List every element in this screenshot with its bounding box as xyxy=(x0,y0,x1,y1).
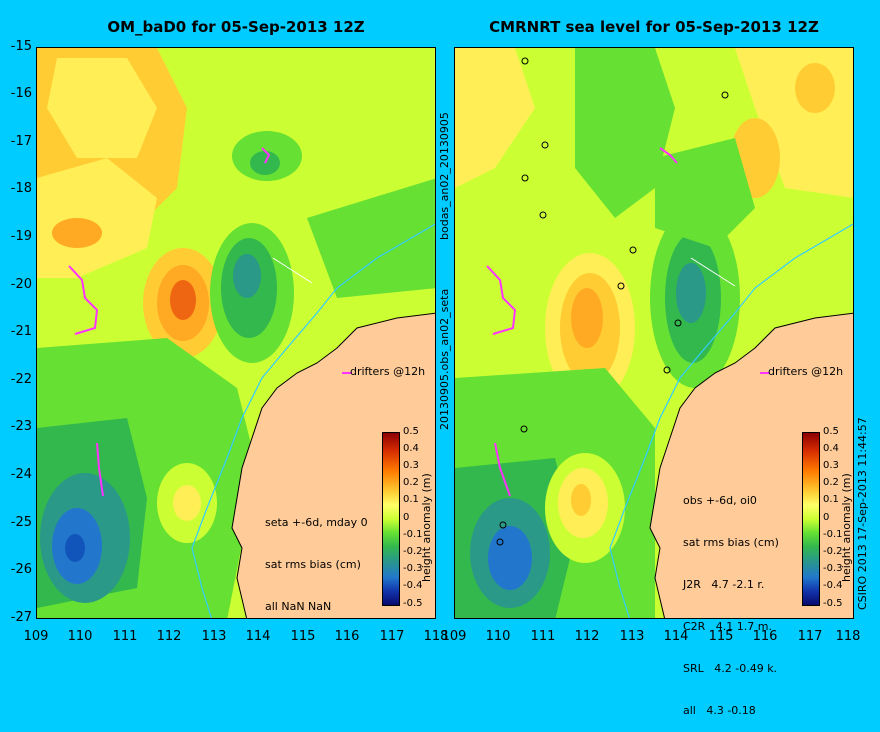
colorbar-tick: -0.2 xyxy=(823,546,843,557)
colorbar-tick: 0 xyxy=(403,512,410,523)
colorbar-tick: 0.1 xyxy=(823,494,839,505)
right-stats: obs +-6d, oi0 sat rms bias (cm) J2R 4.7 … xyxy=(683,466,779,732)
lon-tick: 112 xyxy=(156,629,182,644)
colorbar-tick: -0.4 xyxy=(823,580,843,591)
colorbar-tick: -0.4 xyxy=(403,580,423,591)
stats-line: sat rms bias (cm) xyxy=(265,558,361,571)
lon-tick: 109 xyxy=(441,629,467,644)
stats-line: all NaN NaN xyxy=(265,600,332,613)
side-text-top: bodas_an02_20130905 xyxy=(438,112,451,240)
lon-tick: 116 xyxy=(752,629,778,644)
stats-line: J2R 4.7 -2.1 r. xyxy=(683,578,765,591)
lat-tick: -24 xyxy=(10,467,32,482)
colorbar-tick: 0.5 xyxy=(403,426,419,437)
colorbar-tick: -0.3 xyxy=(823,563,843,574)
lat-tick: -20 xyxy=(10,277,32,292)
stats-line: obs +-6d, oi0 xyxy=(683,494,757,507)
lon-tick: 110 xyxy=(485,629,511,644)
colorbar-tick: 0.3 xyxy=(823,460,839,471)
lon-tick: 111 xyxy=(112,629,138,644)
colorbar-tick: -0.1 xyxy=(823,529,843,540)
left-panel-title: OM_baD0 for 05-Sep-2013 12Z xyxy=(107,18,365,36)
lat-tick: -15 xyxy=(10,39,32,54)
credit-text: CSIRO 2013 17-Sep-2013 11:44:57 xyxy=(856,417,869,610)
lat-tick: -26 xyxy=(10,562,32,577)
lon-tick: 117 xyxy=(379,629,405,644)
lat-tick: -23 xyxy=(10,419,32,434)
lat-tick: -17 xyxy=(10,134,32,149)
lon-tick: 113 xyxy=(619,629,645,644)
colorbar-left: 0.5 0.4 0.3 0.2 0.1 0 -0.1 -0.2 -0.3 -0.… xyxy=(382,426,423,609)
lon-tick: 112 xyxy=(574,629,600,644)
colorbar-tick: -0.5 xyxy=(823,598,843,609)
colorbar-tick: 0.4 xyxy=(403,443,419,454)
colorbar-right: 0.5 0.4 0.3 0.2 0.1 0 -0.1 -0.2 -0.3 -0.… xyxy=(802,426,843,609)
colorbar-tick: 0 xyxy=(823,512,830,523)
right-map-field xyxy=(455,48,853,618)
colorbar-tick: 0.4 xyxy=(823,443,839,454)
lat-tick: -25 xyxy=(10,515,32,530)
stats-line: seta +-6d, mday 0 xyxy=(265,516,368,529)
lon-tick: 114 xyxy=(663,629,689,644)
colorbar-tick: 0.5 xyxy=(823,426,839,437)
colorbar-tick: -0.5 xyxy=(403,598,423,609)
lon-tick: 115 xyxy=(290,629,316,644)
colorbar-tick: 0.2 xyxy=(823,477,839,488)
lon-tick: 118 xyxy=(835,629,861,644)
colorbar-tick: -0.2 xyxy=(403,546,423,557)
colorbar-tick: 0.1 xyxy=(403,494,419,505)
stats-line: SRL 4.2 -0.49 k. xyxy=(683,662,778,675)
right-map xyxy=(454,47,854,619)
lat-tick: -19 xyxy=(10,229,32,244)
lon-tick: 110 xyxy=(67,629,93,644)
lat-tick: -16 xyxy=(10,86,32,101)
lat-tick: -21 xyxy=(10,324,32,339)
lat-tick: -18 xyxy=(10,181,32,196)
lon-tick: 117 xyxy=(797,629,823,644)
lon-tick: 115 xyxy=(708,629,734,644)
lon-tick: 113 xyxy=(201,629,227,644)
lon-tick: 116 xyxy=(334,629,360,644)
right-panel-title: CMRNRT sea level for 05-Sep-2013 12Z xyxy=(489,18,819,36)
side-text-bottom: 20130905.obs_an02_seta xyxy=(438,288,451,430)
lon-tick: 118 xyxy=(423,629,449,644)
lat-tick: -22 xyxy=(10,372,32,387)
left-map xyxy=(36,47,436,619)
colorbar-tick: -0.1 xyxy=(403,529,423,540)
right-drifters-label: drifters @12h xyxy=(768,365,844,378)
colorbar-tick: 0.3 xyxy=(403,460,419,471)
stats-line: all 4.3 -0.18 xyxy=(683,704,756,717)
lon-tick: 109 xyxy=(23,629,49,644)
stats-line: C2R 4.1 1.7 m. xyxy=(683,620,773,633)
colorbar-title-right: height anomaly (m) xyxy=(840,473,853,582)
lon-tick: 114 xyxy=(245,629,271,644)
stats-line: sat rms bias (cm) xyxy=(683,536,779,549)
left-stats: seta +-6d, mday 0 sat rms bias (cm) all … xyxy=(265,488,368,628)
colorbar-tick: -0.3 xyxy=(403,563,423,574)
left-drifters-label: drifters @12h xyxy=(350,365,426,378)
left-map-field xyxy=(37,48,435,618)
colorbar-title-left: height anomaly (m) xyxy=(420,473,433,582)
lat-tick: -27 xyxy=(10,610,32,625)
colorbar-tick: 0.2 xyxy=(403,477,419,488)
lon-tick: 111 xyxy=(530,629,556,644)
